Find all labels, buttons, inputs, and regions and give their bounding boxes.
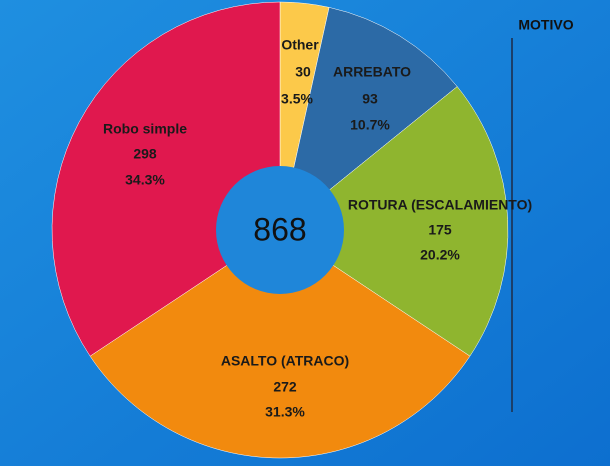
slice bbox=[279, 7, 458, 231]
slice bbox=[279, 86, 509, 357]
slice-percent: 34.3% bbox=[125, 172, 165, 188]
slice-value: 272 bbox=[273, 379, 297, 395]
slice-value: 30 bbox=[295, 64, 311, 80]
slice-percent: 31.3% bbox=[265, 404, 305, 420]
slice-name: ARREBATO bbox=[333, 64, 411, 80]
slice-value: 93 bbox=[362, 91, 378, 107]
slice-value: 298 bbox=[133, 146, 157, 162]
slice-percent: 20.2% bbox=[420, 247, 460, 263]
donut-hole bbox=[216, 166, 344, 294]
labels: Other 30 3.5% ARREBATO 93 10.7% ROTURA (ESCALA… bbox=[103, 37, 532, 420]
slice-value: 175 bbox=[428, 222, 452, 238]
slice-name: Other bbox=[281, 37, 319, 53]
slice-name: ASALTO (ATRACO) bbox=[221, 353, 349, 369]
slice bbox=[51, 1, 281, 357]
slice-name: Robo simple bbox=[103, 121, 187, 137]
legend-title: MOTIVO bbox=[518, 17, 573, 33]
slice bbox=[89, 229, 471, 459]
total-label: 868 bbox=[253, 211, 306, 247]
slice-percent: 10.7% bbox=[350, 117, 390, 133]
slice-name: ROTURA (ESCALAMIENTO) bbox=[348, 197, 532, 213]
slice-percent: 3.5% bbox=[281, 91, 313, 107]
